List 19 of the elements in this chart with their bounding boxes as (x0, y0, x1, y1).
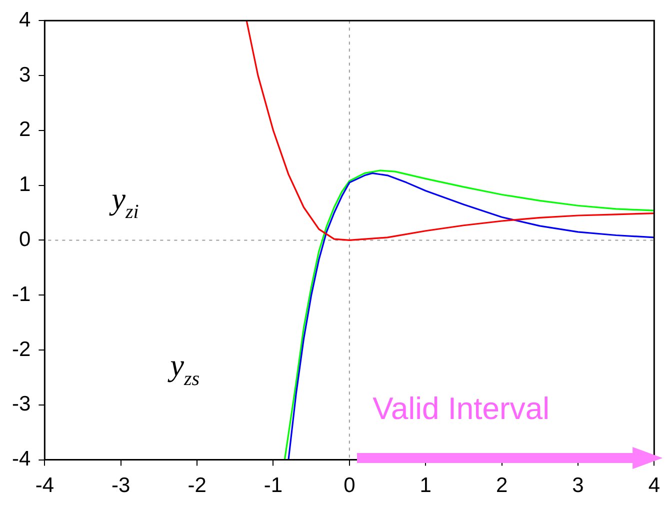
y-tick-label: -2 (12, 338, 31, 361)
x-tick-label: 3 (572, 474, 584, 498)
y-tick-label: 0 (18, 228, 31, 251)
x-tick-label: 4 (648, 474, 660, 498)
x-tick-label: -4 (35, 474, 54, 498)
y-tick-label: 4 (18, 8, 31, 32)
y-tick-label: -4 (12, 448, 31, 471)
y-tick-label: 1 (18, 173, 31, 196)
y-tick-label: -1 (12, 282, 31, 306)
y-tick-label: 3 (18, 63, 31, 86)
x-tick-label: 0 (344, 474, 356, 498)
x-tick-label: -2 (188, 474, 206, 498)
annotation: Valid Interval (372, 391, 550, 426)
y-tick-label: -3 (12, 392, 31, 416)
x-tick-label: -1 (264, 474, 283, 498)
x-tick-label: 1 (420, 474, 432, 498)
x-tick-label: -3 (112, 474, 130, 498)
x-tick-label: 2 (496, 474, 508, 498)
y-tick-label: 2 (18, 118, 31, 142)
